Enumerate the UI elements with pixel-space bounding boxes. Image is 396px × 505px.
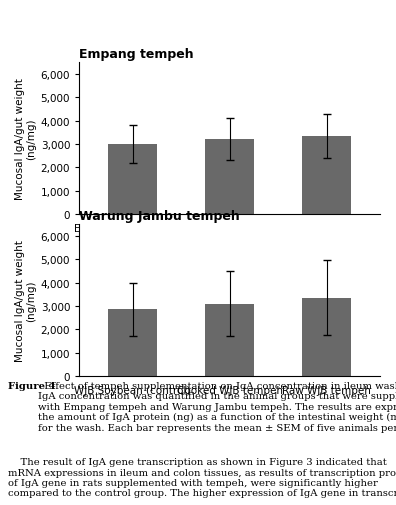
Y-axis label: Mucosal IgA/gut weight
(ng/mg): Mucosal IgA/gut weight (ng/mg) — [15, 78, 36, 199]
Bar — [303, 136, 351, 215]
Text: Effect of tempeh supplementation on IgA concentration in ileum washes. The
IgA c: Effect of tempeh supplementation on IgA … — [38, 381, 396, 432]
Y-axis label: Mucosal IgA/gut weight
(ng/mg): Mucosal IgA/gut weight (ng/mg) — [15, 240, 36, 361]
Bar — [206, 304, 254, 376]
Text: Figure 4: Figure 4 — [8, 381, 55, 390]
Text: Warung Jambu tempeh: Warung Jambu tempeh — [79, 209, 240, 222]
Bar — [109, 310, 157, 376]
Text: Empang tempeh: Empang tempeh — [79, 47, 194, 61]
Bar — [206, 140, 254, 215]
Bar — [303, 298, 351, 376]
Bar — [109, 145, 157, 215]
Text: The result of IgA gene transcription as shown in Figure 3 indicated that
mRNA ex: The result of IgA gene transcription as … — [8, 447, 396, 497]
